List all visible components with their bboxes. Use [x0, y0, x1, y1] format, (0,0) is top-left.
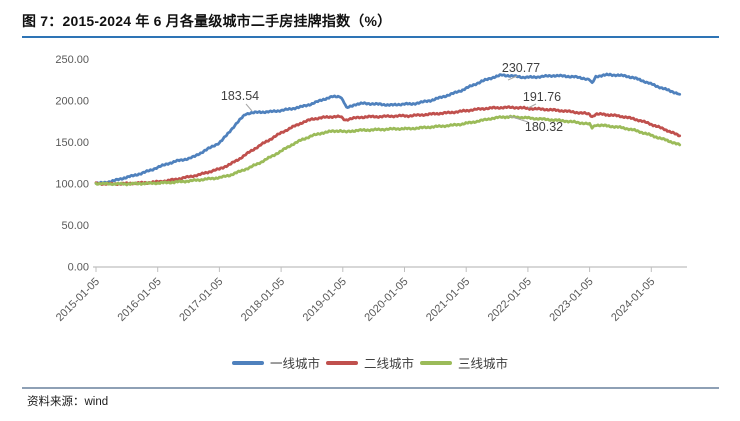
data-label: 183.54 — [221, 89, 259, 103]
annotation-leader — [508, 115, 529, 123]
legend-swatch — [420, 360, 452, 365]
y-axis-tick-label: 150.00 — [55, 137, 89, 149]
chart-legend: 一线城市 二线城市 三线城市 — [0, 353, 740, 372]
annotation-leader — [527, 103, 537, 109]
figure-title: 图 7：2015-2024 年 6 月各量级城市二手房挂牌指数（%） — [22, 13, 392, 29]
x-axis-tick-label: 2021-01-05 — [424, 276, 472, 324]
x-axis-tick-label: 2017-01-05 — [177, 276, 225, 324]
x-axis-tick-label: 2016-01-05 — [116, 276, 164, 324]
legend-swatch — [231, 360, 264, 365]
source-label: 资料来源：wind — [27, 396, 109, 408]
legend-label: 一线城市 — [269, 357, 320, 371]
title-divider — [22, 36, 719, 38]
y-axis-tick-label: 50.00 — [61, 220, 89, 232]
y-axis-tick-label: 250.00 — [55, 54, 89, 66]
legend-item-3: 三线城市 — [420, 353, 508, 372]
series-line-3 — [94, 114, 682, 187]
x-axis-tick-label: 2015-01-05 — [54, 276, 102, 324]
data-label: 191.76 — [523, 90, 561, 104]
x-axis-tick-label: 2020-01-05 — [362, 276, 410, 324]
legend-item-2: 二线城市 — [325, 353, 414, 372]
legend-item-1: 一线城市 — [231, 353, 320, 372]
x-axis-tick-label: 2019-01-05 — [301, 276, 349, 324]
legend-swatch — [325, 360, 358, 365]
x-axis-tick-label: 2023-01-05 — [547, 276, 595, 324]
data-label: 180.32 — [525, 120, 563, 134]
legend-label: 二线城市 — [363, 357, 414, 371]
data-label: 230.77 — [502, 61, 540, 75]
y-axis-tick-label: 100.00 — [55, 179, 89, 191]
series-line-2 — [94, 105, 682, 187]
legend-label: 三线城市 — [458, 357, 509, 371]
y-axis-tick-label: 200.00 — [55, 96, 89, 108]
x-axis-tick-label: 2024-01-05 — [609, 276, 657, 324]
x-axis-tick-label: 2022-01-05 — [486, 276, 534, 324]
annotation-leader — [507, 75, 518, 81]
source-divider — [22, 387, 719, 389]
x-axis-tick-label: 2018-01-05 — [239, 276, 287, 324]
series-line-1 — [94, 72, 682, 185]
y-axis-tick-label: 0.00 — [68, 262, 89, 274]
annotation-leader — [245, 103, 253, 112]
